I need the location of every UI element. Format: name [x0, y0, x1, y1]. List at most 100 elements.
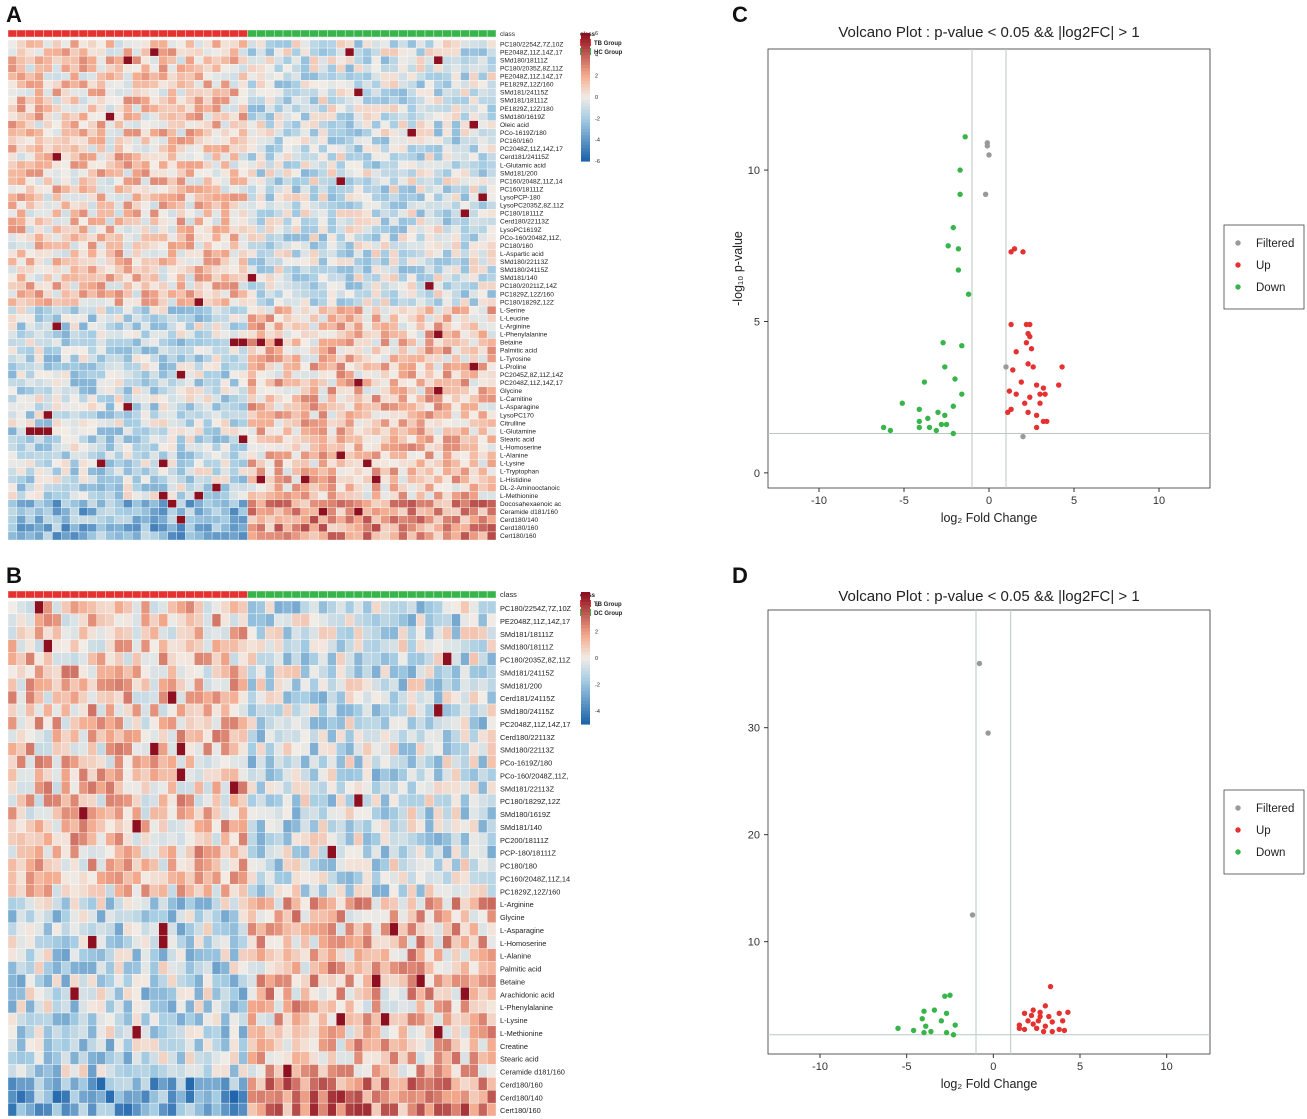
heatmap-cell: [167, 354, 177, 363]
heatmap-cell: [309, 652, 319, 666]
heatmap-cell: [451, 507, 461, 516]
heatmap-cell: [380, 96, 390, 105]
heatmap-cell: [247, 410, 257, 420]
heatmap-cell: [96, 768, 106, 782]
heatmap-cell: [327, 72, 337, 81]
heatmap-cell: [123, 523, 133, 533]
heatmap-cell: [78, 806, 89, 821]
heatmap-cell: [300, 96, 310, 105]
heatmap-cell: [16, 80, 26, 89]
heatmap-cell: [282, 193, 293, 202]
heatmap-cell: [442, 755, 452, 769]
heatmap-cell: [69, 483, 80, 492]
heatmap-cell: [158, 217, 168, 226]
heatmap-cell: [362, 112, 372, 121]
heatmap-cell: [274, 896, 284, 911]
colorbar-tick-label: -6: [595, 159, 600, 165]
heatmap-cell: [194, 613, 204, 627]
heatmap-cell: [61, 55, 71, 65]
heatmap-cell: [211, 531, 222, 541]
heatmap-cell: [442, 806, 452, 821]
heatmap-cell: [7, 768, 18, 782]
heatmap-cell: [114, 233, 124, 242]
heatmap-cell: [7, 47, 18, 57]
heatmap-cell: [424, 499, 435, 508]
heatmap-cell: [211, 394, 222, 404]
heatmap-cell: [176, 233, 186, 242]
heatmap-cell: [389, 507, 399, 516]
heatmap-cell: [140, 338, 151, 347]
heatmap-cell: [203, 176, 213, 186]
heatmap-cell: [220, 507, 230, 516]
heatmap-cell: [433, 193, 443, 202]
heatmap-cell: [69, 72, 80, 81]
heatmap-cell: [149, 665, 160, 679]
heatmap-cell: [114, 55, 124, 65]
heatmap-cell: [424, 402, 435, 412]
heatmap-row-label: PC1829Z,12Z/160: [500, 291, 554, 298]
heatmap-cell: [469, 209, 479, 218]
heatmap-cell: [469, 305, 479, 315]
heatmap-cell: [52, 176, 62, 186]
heatmap-cell: [389, 652, 399, 666]
heatmap-cell: [300, 346, 310, 355]
heatmap-cell: [61, 858, 71, 872]
group-annotation-cell: [282, 590, 293, 599]
heatmap-cell: [25, 459, 35, 468]
heatmap-cell: [389, 233, 399, 242]
colorbar-segment: [581, 119, 590, 124]
heatmap-cell: [469, 665, 479, 679]
heatmap-cell: [52, 639, 62, 653]
heatmap-cell: [362, 305, 372, 315]
heatmap-cell: [96, 858, 106, 872]
heatmap-cell: [344, 467, 355, 476]
heatmap-cell: [265, 402, 275, 412]
heatmap-cell: [176, 322, 186, 331]
heatmap-cell: [176, 80, 186, 89]
heatmap-cell: [469, 104, 479, 113]
heatmap-cell: [380, 72, 390, 81]
heatmap-cell: [336, 184, 346, 194]
heatmap-cell: [238, 703, 248, 718]
heatmap-cell: [105, 896, 115, 911]
heatmap-cell: [211, 338, 222, 347]
heatmap-cell: [229, 112, 239, 121]
heatmap-cell: [486, 402, 497, 412]
heatmap-cell: [43, 909, 53, 924]
heatmap-cell: [7, 322, 18, 331]
heatmap-cell: [203, 613, 213, 627]
heatmap-cell: [291, 523, 301, 533]
heatmap-cell: [185, 483, 195, 492]
heatmap-cell: [389, 819, 399, 833]
heatmap-cell: [132, 716, 142, 730]
heatmap-cell: [353, 515, 364, 525]
heatmap-cell: [25, 806, 35, 821]
heatmap-cell: [327, 678, 337, 692]
heatmap-cell: [469, 402, 479, 412]
heatmap-cell: [158, 896, 168, 911]
heatmap-cell: [34, 209, 44, 218]
heatmap-cell: [229, 523, 239, 533]
heatmap-cell: [291, 626, 301, 640]
heatmap-cell: [78, 241, 89, 250]
heatmap-cell: [203, 249, 213, 258]
heatmap-cell: [380, 703, 390, 718]
heatmap-cell: [7, 729, 18, 743]
heatmap-cell: [7, 370, 18, 379]
heatmap-row-label: PC180/20211Z,14Z: [500, 283, 557, 290]
heatmap-cell: [211, 858, 222, 872]
heatmap-cell: [460, 832, 470, 846]
heatmap-cell: [398, 273, 408, 283]
heatmap-cell: [158, 160, 168, 170]
heatmap-cell: [43, 241, 53, 250]
heatmap-cell: [344, 459, 355, 468]
heatmap-cell: [185, 378, 195, 387]
heatmap-cell: [469, 443, 479, 452]
heatmap-cell: [149, 184, 160, 194]
heatmap-cell: [132, 346, 142, 355]
heatmap-cell: [211, 64, 222, 73]
heatmap-cell: [211, 47, 222, 57]
heatmap-cell: [469, 72, 479, 81]
heatmap-cell: [220, 443, 230, 452]
heatmap-cell: [105, 144, 115, 154]
